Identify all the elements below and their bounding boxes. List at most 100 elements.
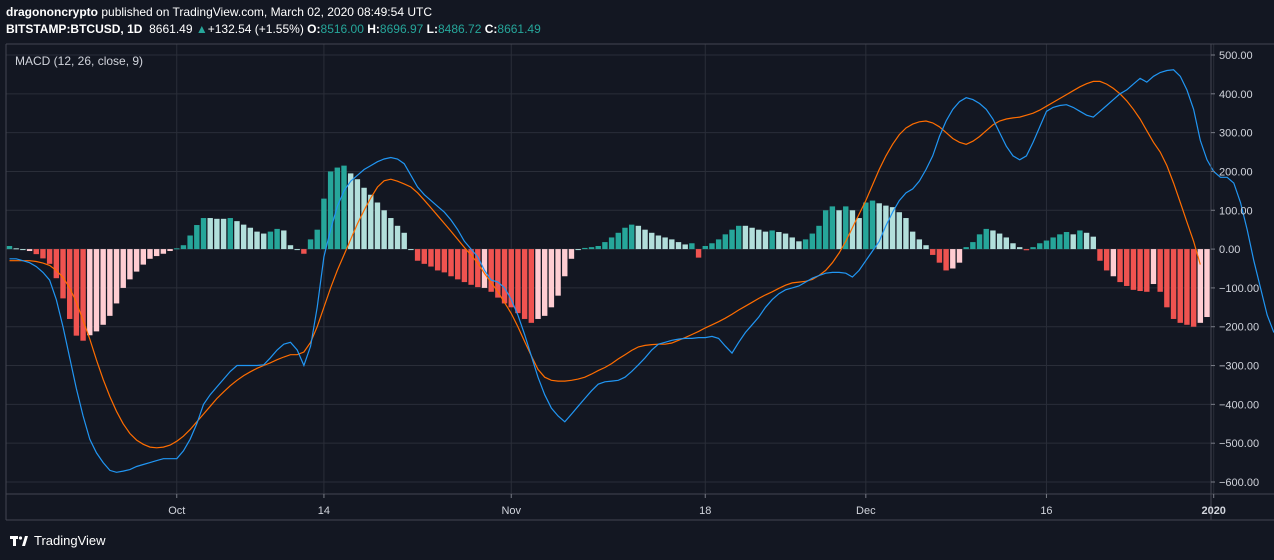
histogram-bar	[408, 249, 414, 251]
histogram-bar	[321, 198, 327, 250]
histogram-bar	[709, 243, 715, 250]
x-tick-label: 14	[318, 505, 330, 517]
histogram-bar	[441, 249, 448, 273]
histogram-bar	[635, 225, 642, 250]
histogram-bar	[521, 249, 528, 319]
histogram-bar	[1003, 237, 1010, 250]
histogram-bar	[67, 249, 73, 319]
histogram-bar	[695, 249, 702, 258]
signal-line	[9, 80, 1201, 449]
histogram-bar	[702, 245, 708, 250]
histogram-bar	[421, 249, 427, 264]
tradingview-brand[interactable]: TradingView	[34, 533, 106, 548]
y-tick-label: −500.00	[1219, 438, 1259, 450]
y-axis: 500.00 400.00 300.00 200.00 100.00 0.00 −100.0…	[1211, 50, 1259, 489]
histogram-bar	[501, 249, 508, 304]
histogram-bar	[274, 228, 280, 250]
histogram-bar	[749, 227, 755, 250]
histogram-bar	[983, 228, 989, 250]
histogram-bar	[542, 249, 548, 316]
last-price: 8661.49	[149, 22, 193, 36]
histogram-bar	[816, 225, 822, 250]
histogram-bar	[608, 237, 615, 250]
histogram-bar	[869, 200, 876, 250]
histogram-bar	[127, 249, 133, 280]
published-text: published on TradingView.com, March 02, …	[101, 5, 432, 19]
histogram-bar	[1016, 247, 1023, 250]
histogram-bar	[615, 232, 621, 250]
symbol-label[interactable]: BITSTAMP:BTCUSD, 1D	[6, 22, 143, 36]
histogram-bar	[1197, 249, 1204, 323]
histogram-bar	[20, 249, 26, 251]
histogram-bar	[729, 229, 735, 250]
histogram-bar	[113, 249, 120, 304]
y-tick-label: −300.00	[1219, 361, 1259, 373]
histogram-bar	[214, 218, 220, 250]
histogram-bar	[548, 249, 555, 308]
histogram-bar	[194, 225, 200, 250]
histogram-bar	[281, 230, 287, 250]
histogram-bar	[675, 242, 682, 250]
histogram-bar	[588, 247, 595, 250]
histogram-bar	[1144, 249, 1150, 292]
histogram-bar	[354, 179, 361, 250]
histogram-bar	[736, 225, 742, 250]
histogram-bar	[287, 245, 294, 250]
histogram-bar	[1137, 249, 1143, 292]
histogram-bar	[508, 249, 514, 308]
histogram-bar	[368, 194, 374, 250]
y-tick-label: −200.00	[1219, 322, 1259, 334]
histogram-bar	[1083, 232, 1090, 250]
histogram-bar	[1150, 249, 1157, 285]
histogram-bar	[227, 218, 233, 250]
histogram-bar	[649, 232, 655, 250]
histogram-bar	[682, 244, 688, 250]
histogram-bar	[789, 237, 795, 250]
histogram-bar	[307, 239, 314, 250]
histogram-bar	[909, 231, 916, 250]
histogram-bar	[73, 249, 80, 336]
histogram-bar	[167, 249, 173, 252]
histogram-bar	[923, 245, 929, 250]
histogram-bar	[267, 231, 274, 250]
x-tick-label: 16	[1040, 505, 1052, 517]
histogram-bar	[1164, 249, 1170, 308]
histogram-bar	[568, 249, 575, 259]
histogram-bar	[662, 237, 668, 250]
x-tick-label: Nov	[501, 505, 521, 517]
histogram-bar	[254, 231, 260, 250]
low-label: L:	[426, 22, 438, 36]
histogram-bar	[1023, 249, 1030, 251]
histogram-bar	[535, 249, 541, 319]
x-tick-label: 2020	[1201, 505, 1225, 517]
histogram-bar	[782, 233, 789, 250]
change-arrow: ▲	[195, 22, 208, 36]
histogram-bar	[187, 235, 193, 250]
histogram-bar	[1110, 249, 1117, 277]
histogram-bar	[481, 249, 488, 288]
histogram-bar	[628, 224, 635, 250]
histogram-bar	[26, 249, 33, 252]
histogram-bar	[1070, 234, 1076, 250]
close-label: C:	[484, 22, 498, 36]
histogram-bar	[133, 249, 140, 272]
author-name[interactable]: dragononcrypto	[6, 5, 98, 19]
grid-lines	[6, 44, 1215, 494]
histogram-bar	[247, 227, 254, 250]
histogram-bar	[93, 249, 100, 332]
histogram-bar	[394, 225, 401, 250]
histogram-bar	[341, 165, 347, 250]
histogram-bar	[602, 242, 608, 250]
histogram-bar	[1030, 247, 1036, 250]
histogram-bar	[849, 210, 856, 250]
histogram-bar	[1103, 249, 1110, 271]
histogram-bar	[930, 249, 936, 255]
histogram-bar	[976, 234, 983, 250]
histogram-bar	[160, 249, 167, 254]
histogram-bar	[414, 249, 421, 261]
histogram-bar	[595, 245, 601, 250]
histogram-bar	[1124, 249, 1130, 286]
histogram-bar	[374, 202, 381, 250]
histogram-bar	[642, 229, 648, 250]
